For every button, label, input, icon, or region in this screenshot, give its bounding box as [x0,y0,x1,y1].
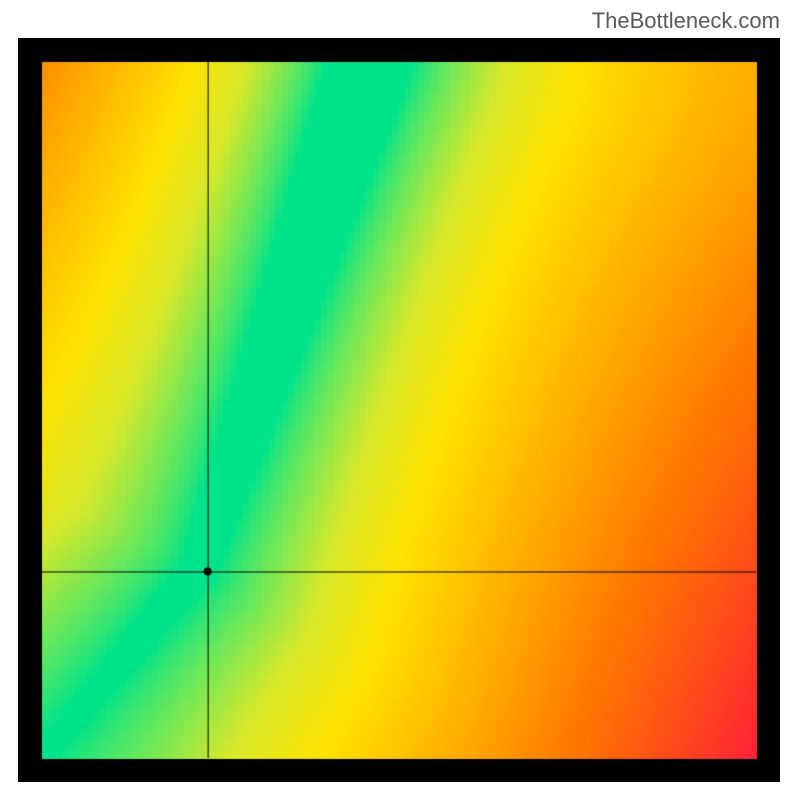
heatmap-canvas [18,38,780,782]
watermark-text: TheBottleneck.com [592,8,780,34]
heatmap-plot [18,38,780,782]
